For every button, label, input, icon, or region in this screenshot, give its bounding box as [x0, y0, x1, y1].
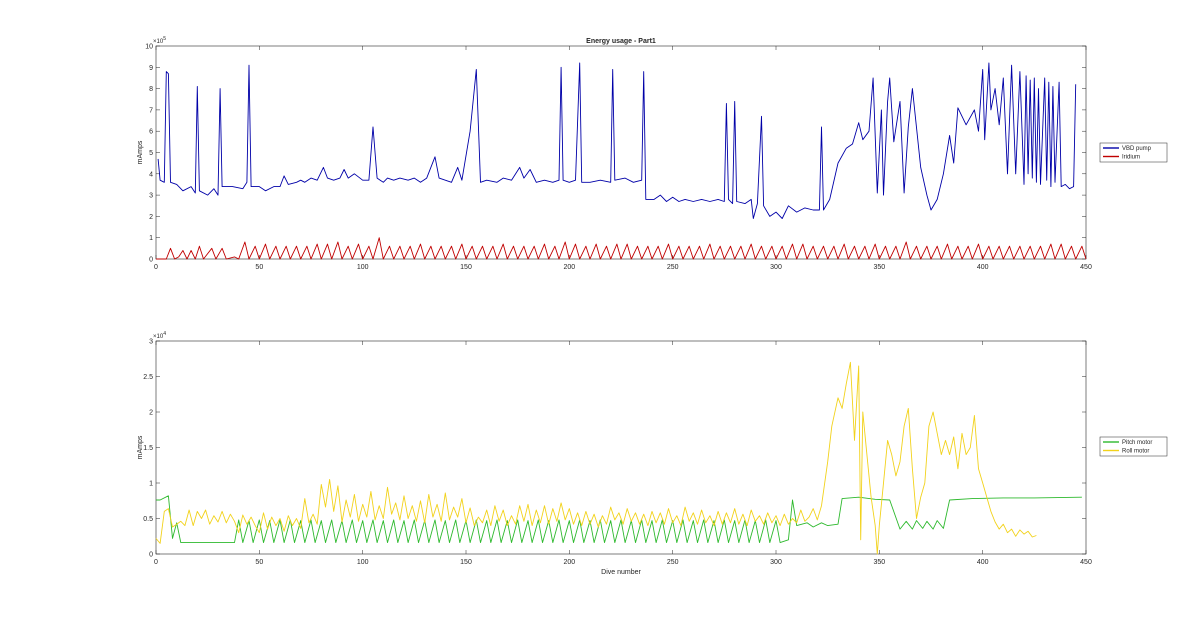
y-tick-label: 9	[149, 65, 153, 72]
series-lines-bottom	[155, 361, 1082, 555]
y-tick-label: 5	[149, 150, 153, 157]
x-tick-label: 200	[563, 264, 575, 271]
x-tick-labels-top: 0 50 100 150 200 250 300 350 400 450	[154, 264, 1092, 271]
series-line-vbd-pump	[157, 62, 1077, 219]
y-tick-label: 6	[149, 129, 153, 136]
y-tick-label: 10	[145, 44, 153, 51]
y-tick-label: 3	[149, 339, 153, 346]
y-exponent-base-bottom: ×10	[153, 334, 164, 340]
x-tick-label: 150	[460, 264, 472, 271]
x-tick-label: 0	[154, 559, 158, 566]
y-exponent-power-top: 5	[163, 36, 166, 42]
x-axis-label: Dive number	[601, 569, 641, 576]
series-lines-top	[156, 62, 1087, 260]
y-exponent-power-bottom: 4	[163, 331, 166, 337]
y-tick-label: 1.5	[143, 445, 153, 452]
legend-top: VBD pump Iridium	[1099, 142, 1168, 163]
energy-usage-chart-bottom: 0 50 100 150 200 250 300 350 400 450 0 0.5 1 1.5 2 2.5…	[137, 331, 1168, 576]
x-tick-label: 400	[977, 559, 989, 566]
series-line-roll-motor	[155, 361, 1037, 555]
y-tick-label: 2	[149, 410, 153, 417]
y-tick-label: 2.5	[143, 374, 153, 381]
y-exponent-top: ×105	[153, 36, 166, 45]
x-tick-label: 50	[255, 264, 263, 271]
y-tick-labels-top: 0 1 2 3 4 5 6 7 8 9 10	[145, 44, 153, 264]
x-tick-label: 100	[357, 264, 369, 271]
y-axis-label-top: mAmps	[137, 140, 144, 164]
x-tick-labels-bottom: 0 50 100 150 200 250 300 350 400 450	[154, 559, 1092, 566]
y-tick-label: 1	[149, 481, 153, 488]
x-tick-label: 100	[357, 559, 369, 566]
x-tick-label: 450	[1080, 559, 1092, 566]
x-tick-label: 0	[154, 264, 158, 271]
x-tick-label: 400	[977, 264, 989, 271]
y-axis-label-bottom: mAmps	[137, 435, 144, 459]
y-tick-label: 0.5	[143, 516, 153, 523]
legend-bottom: Pitch motor Roll motor	[1099, 436, 1168, 457]
y-tick-label: 3	[149, 193, 153, 200]
y-tick-label: 0	[149, 257, 153, 264]
y-tick-label: 1	[149, 235, 153, 242]
x-tick-label: 350	[873, 264, 885, 271]
y-tick-label: 8	[149, 86, 153, 93]
x-tick-label: 250	[667, 264, 679, 271]
x-tick-label: 350	[873, 559, 885, 566]
x-tick-label: 50	[255, 559, 263, 566]
tick-marks-bottom	[155, 340, 1087, 555]
x-tick-label: 450	[1080, 264, 1092, 271]
x-tick-label: 150	[460, 559, 472, 566]
x-tick-label: 200	[563, 559, 575, 566]
energy-usage-chart-top: 0 50 100 150 200 250 300 350 400 450 0 1 2 3 4 5 6 7 8 9 10…	[137, 36, 1168, 271]
y-tick-label: 0	[149, 552, 153, 559]
x-tick-label: 300	[770, 264, 782, 271]
x-tick-label: 250	[667, 559, 679, 566]
y-tick-labels-bottom: 0 0.5 1 1.5 2 2.5 3	[143, 339, 153, 559]
chart-title: Energy usage - Part1	[586, 38, 656, 45]
y-tick-label: 4	[149, 171, 153, 178]
legend-label-iridium: Iridium	[1122, 155, 1140, 161]
plot-area-top	[155, 45, 1087, 260]
y-tick-label: 7	[149, 107, 153, 114]
legend-label-roll-motor: Roll motor	[1122, 449, 1149, 455]
y-exponent-base-top: ×10	[153, 39, 164, 45]
series-line-iridium	[156, 237, 1087, 260]
legend-label-vbd-pump: VBD pump	[1122, 146, 1152, 152]
x-tick-label: 300	[770, 559, 782, 566]
y-exponent-bottom: ×104	[153, 331, 166, 340]
legend-label-pitch-motor: Pitch motor	[1122, 440, 1152, 446]
series-line-pitch-motor	[156, 495, 1082, 544]
y-tick-label: 2	[149, 214, 153, 221]
